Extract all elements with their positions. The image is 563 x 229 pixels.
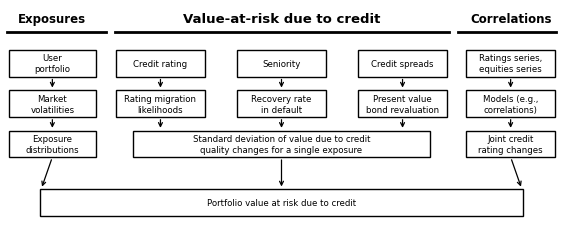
FancyBboxPatch shape: [358, 51, 447, 77]
FancyBboxPatch shape: [40, 190, 523, 216]
Text: Ratings series,
equities series: Ratings series, equities series: [479, 54, 542, 74]
Text: Joint credit
rating changes: Joint credit rating changes: [479, 134, 543, 154]
Text: Correlations: Correlations: [470, 13, 551, 26]
Text: Seniority: Seniority: [262, 60, 301, 69]
FancyBboxPatch shape: [9, 51, 96, 77]
Text: Recovery rate
in default: Recovery rate in default: [251, 94, 312, 114]
Text: Exposures: Exposures: [18, 13, 87, 26]
Text: Portfolio value at risk due to credit: Portfolio value at risk due to credit: [207, 198, 356, 207]
FancyBboxPatch shape: [9, 131, 96, 158]
FancyBboxPatch shape: [466, 91, 555, 117]
FancyBboxPatch shape: [358, 91, 447, 117]
Text: Exposure
distributions: Exposure distributions: [25, 134, 79, 154]
FancyBboxPatch shape: [133, 131, 430, 158]
Text: User
portfolio: User portfolio: [34, 54, 70, 74]
FancyBboxPatch shape: [116, 91, 205, 117]
Text: Models (e.g.,
correlations): Models (e.g., correlations): [483, 94, 538, 114]
Text: Present value
bond revaluation: Present value bond revaluation: [366, 94, 439, 114]
Text: Rating migration
likelihoods: Rating migration likelihoods: [124, 94, 196, 114]
Text: Standard deviation of value due to credit
quality changes for a single exposure: Standard deviation of value due to credi…: [193, 134, 370, 154]
FancyBboxPatch shape: [9, 91, 96, 117]
Text: Market
volatilities: Market volatilities: [30, 94, 74, 114]
FancyBboxPatch shape: [116, 51, 205, 77]
FancyBboxPatch shape: [237, 91, 326, 117]
Text: Credit spreads: Credit spreads: [371, 60, 434, 69]
FancyBboxPatch shape: [466, 51, 555, 77]
Text: Credit rating: Credit rating: [133, 60, 187, 69]
FancyBboxPatch shape: [237, 51, 326, 77]
FancyBboxPatch shape: [466, 131, 555, 158]
Text: Value-at-risk due to credit: Value-at-risk due to credit: [183, 13, 380, 26]
